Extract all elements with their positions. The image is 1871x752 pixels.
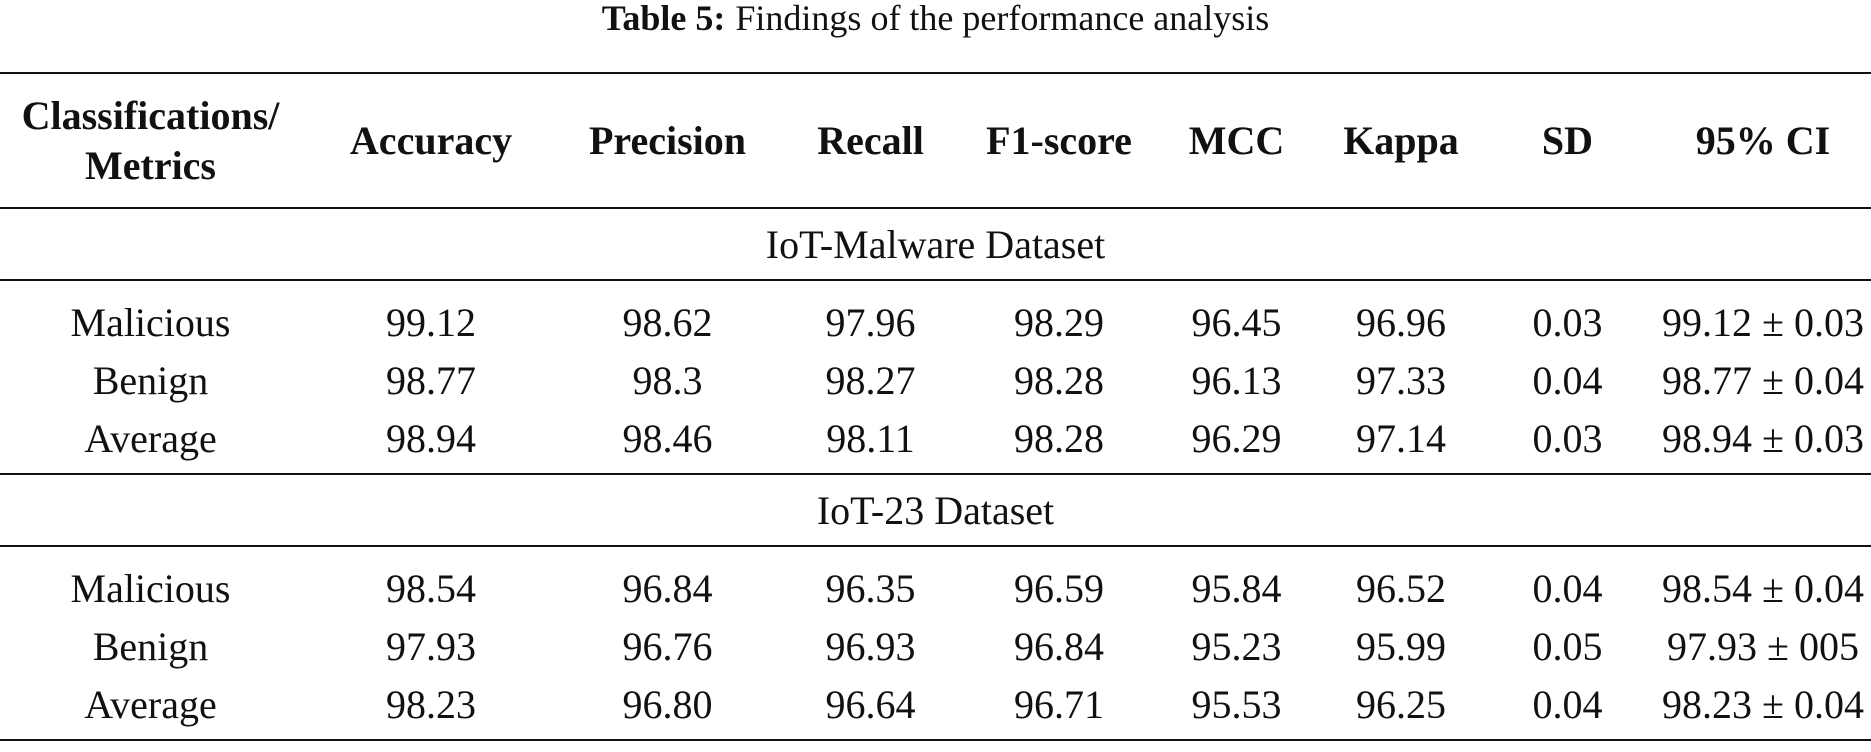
cell: 96.84 [622,565,713,611]
column-header: Kappa [1322,72,1480,209]
column-header: F1-score [967,72,1151,209]
cell: 96.93 [825,623,916,669]
cell: 98.54 [386,565,476,611]
row-label: Malicious [70,565,231,611]
data-row: Average 98.23 96.80 96.64 96.71 95.53 96.25 0.0… [0,675,1871,741]
cell: 98.23 [301,675,561,741]
row-label: Benign [92,623,209,669]
cell: 96.76 [622,623,713,669]
cell: 98.46 [561,409,774,475]
cell: 96.45 [1191,299,1282,345]
row-label: Benign [92,357,209,403]
caption: Table 5: Findings of the performance anal… [0,0,1871,36]
section-title: IoT-23 Dataset [0,474,1871,547]
cell: 96.80 [561,675,774,741]
cell: 98.27 [825,357,916,403]
column-header: Recall [774,72,967,209]
cell: 97.96 [825,299,916,345]
data-row: Benign 97.93 96.76 96.93 96.84 95.23 95.99 0.05… [0,617,1871,675]
column-header: 95% CI [1655,72,1871,209]
cell: 99.12 ± 0.03 [1662,299,1864,345]
cell: 97.93 ± 005 [1667,623,1859,669]
cell: 0.05 [1532,623,1603,669]
caption-label: Table 5: [601,0,726,38]
cell: 97.33 [1356,357,1446,403]
corner-line: Metrics [84,142,216,188]
cell: 96.59 [1014,565,1104,611]
cell: 95.53 [1151,675,1322,741]
data-row: Malicious 99.12 98.62 97.96 98.29 96.45 96.96 0… [0,280,1871,351]
caption-text: Findings of the performance analysis [735,0,1270,38]
cell: 97.14 [1322,409,1480,475]
cell: 0.03 [1480,409,1655,475]
cell: 98.94 ± 0.03 [1655,409,1871,475]
cell: 98.28 [1014,357,1104,403]
cell: 96.29 [1151,409,1322,475]
table-header: Classifications/Metrics Accuracy Precision… [0,72,1871,209]
cell: 98.29 [1014,299,1104,345]
cell: 98.3 [632,357,703,403]
corner-header: Classifications/Metrics [0,72,301,209]
cell: 98.54 ± 0.04 [1662,565,1864,611]
column-header: SD [1480,72,1655,209]
row-label: Malicious [70,299,231,345]
cell: 96.13 [1191,357,1282,403]
cell: 98.11 [774,409,967,475]
cell: 96.35 [825,565,916,611]
cell: 96.52 [1356,565,1446,611]
cell: 99.12 [386,299,476,345]
corner-line: Classifications/ [21,92,280,138]
row-label: Average [0,675,301,741]
cell: 96.71 [967,675,1151,741]
cell: 96.64 [774,675,967,741]
cell: 95.23 [1191,623,1282,669]
header-row: Classifications/Metrics Accuracy Precision… [0,72,1871,209]
cell: 0.03 [1532,299,1603,345]
cell: 98.28 [967,409,1151,475]
cell: 98.77 ± 0.04 [1662,357,1864,403]
cell: 98.62 [622,299,713,345]
column-header: MCC [1151,72,1322,209]
cell: 98.94 [301,409,561,475]
table: Classifications/Metrics Accuracy Precision… [0,72,1871,741]
cell: 0.04 [1532,565,1603,611]
data-row: Malicious 98.54 96.84 96.35 96.59 95.84 96.52 0… [0,546,1871,617]
column-header: Accuracy [301,72,561,209]
section-title: IoT-Malware Dataset [0,208,1871,281]
cell: 98.77 [386,357,476,403]
column-header: Precision [561,72,774,209]
cell: 0.04 [1532,357,1603,403]
cell: 95.99 [1356,623,1446,669]
cell: 96.25 [1322,675,1480,741]
section-row: IoT-23 Dataset [0,474,1871,547]
cell: 98.23 ± 0.04 [1655,675,1871,741]
cell: 95.84 [1191,565,1282,611]
row-label: Average [0,409,301,475]
data-row: Benign 98.77 98.3 98.27 98.28 96.13 97.33 0.04 9… [0,351,1871,409]
table-body: IoT-Malware Dataset Malicious 99.12 98.62 97… [0,208,1871,741]
cell: 0.04 [1480,675,1655,741]
data-row: Average 98.94 98.46 98.11 98.28 96.29 97.14 0.0… [0,409,1871,475]
section-row: IoT-Malware Dataset [0,208,1871,281]
cell: 97.93 [386,623,476,669]
cell: 96.84 [1014,623,1104,669]
cell: 96.96 [1356,299,1446,345]
